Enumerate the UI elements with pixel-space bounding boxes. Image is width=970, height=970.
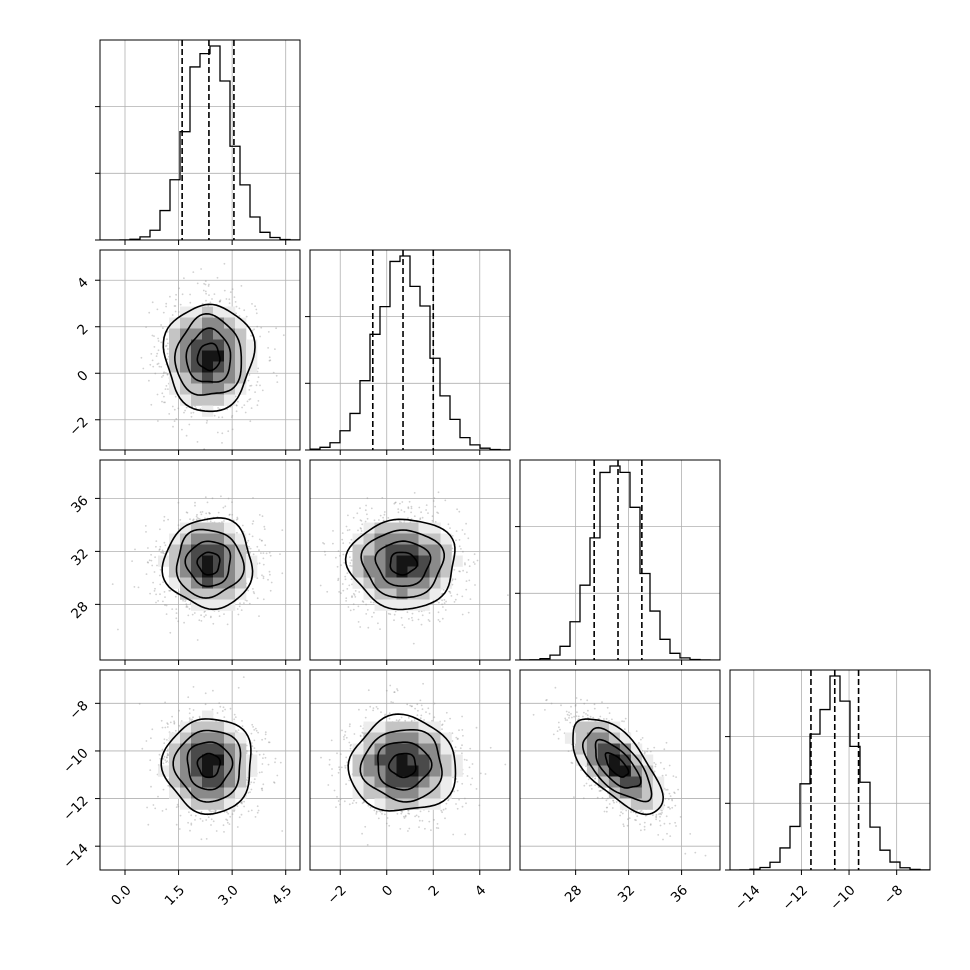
contour-3 — [160, 718, 252, 815]
panel-frame — [99, 39, 301, 241]
x-tick-label: 0.0 — [108, 882, 135, 909]
y-tick-label: 32 — [68, 546, 91, 569]
contour-1 — [184, 540, 232, 588]
x-tick-label: 1.5 — [162, 882, 189, 909]
scatter-panel-1-0 — [99, 249, 301, 451]
scatter-panel-3-0 — [99, 669, 301, 871]
x-tick-label: −14 — [732, 882, 763, 913]
contour-0 — [196, 551, 221, 576]
contour-0 — [604, 752, 630, 778]
contour-3 — [161, 517, 254, 611]
x-tick-label: −12 — [780, 882, 811, 913]
contour-2 — [172, 729, 242, 803]
panel-frame — [309, 459, 511, 661]
contour-3 — [347, 713, 457, 812]
x-tick-label: 2 — [425, 882, 442, 899]
contour-3 — [162, 303, 256, 413]
x-tick-label: 32 — [615, 882, 638, 905]
contour-2 — [360, 529, 445, 599]
panel-frame — [99, 669, 301, 871]
contour-0 — [196, 342, 221, 372]
x-tick-label: 4.5 — [269, 882, 296, 909]
contour-2 — [173, 312, 243, 396]
x-tick-label: 4 — [472, 882, 489, 899]
panel-frame — [99, 459, 301, 661]
scatter-panel-2-1 — [309, 459, 511, 661]
y-tick-label: 36 — [68, 493, 91, 516]
scatter-panel-3-2 — [519, 669, 721, 871]
contour-1 — [377, 741, 433, 791]
histogram-panel-2 — [519, 459, 721, 661]
histogram-panel-0 — [99, 39, 301, 241]
contour-2 — [359, 729, 443, 803]
histogram-panel-1 — [309, 249, 511, 451]
contour-2 — [175, 528, 245, 599]
density-cells — [564, 721, 665, 810]
y-tick-label: −2 — [66, 414, 91, 439]
y-tick-label: 28 — [68, 599, 91, 622]
scatter-panel-2-0 — [99, 459, 301, 661]
panel-frame — [519, 669, 721, 871]
x-tick-label: −2 — [324, 882, 349, 907]
contour-1 — [185, 327, 232, 383]
x-tick-label: 28 — [562, 882, 585, 905]
x-tick-label: −10 — [827, 882, 858, 913]
contour-0 — [196, 752, 221, 779]
panel-frame — [519, 459, 721, 661]
y-tick-label: 4 — [74, 275, 91, 292]
panel-frame — [309, 669, 511, 871]
scatter-panel-3-1 — [309, 669, 511, 871]
y-tick-label: 0 — [74, 368, 91, 385]
panel-frame — [309, 249, 511, 451]
panel-frame — [99, 249, 301, 451]
histogram-1 — [310, 255, 510, 450]
y-tick-label: −12 — [60, 793, 91, 824]
y-tick-label: −10 — [60, 745, 91, 776]
histogram-2 — [520, 465, 720, 660]
x-tick-label: 3.0 — [215, 882, 242, 909]
contour-3 — [572, 718, 665, 816]
histogram-0 — [100, 45, 300, 240]
histogram-3 — [730, 675, 930, 870]
contour-0 — [387, 752, 417, 779]
y-tick-label: −14 — [60, 841, 91, 872]
y-tick-label: 2 — [74, 321, 91, 338]
contour-1 — [186, 741, 234, 791]
x-tick-label: 36 — [668, 882, 691, 905]
panel-frame — [729, 669, 931, 871]
contour-1 — [594, 738, 642, 789]
density-cells — [352, 721, 463, 810]
contour-0 — [389, 551, 419, 576]
y-tick-label: −8 — [66, 698, 91, 723]
x-tick-label: 0 — [379, 882, 396, 899]
x-tick-label: −8 — [881, 882, 906, 907]
contour-2 — [582, 726, 653, 803]
histogram-panel-3 — [729, 669, 931, 871]
contour-3 — [344, 518, 456, 611]
contour-1 — [374, 540, 432, 588]
